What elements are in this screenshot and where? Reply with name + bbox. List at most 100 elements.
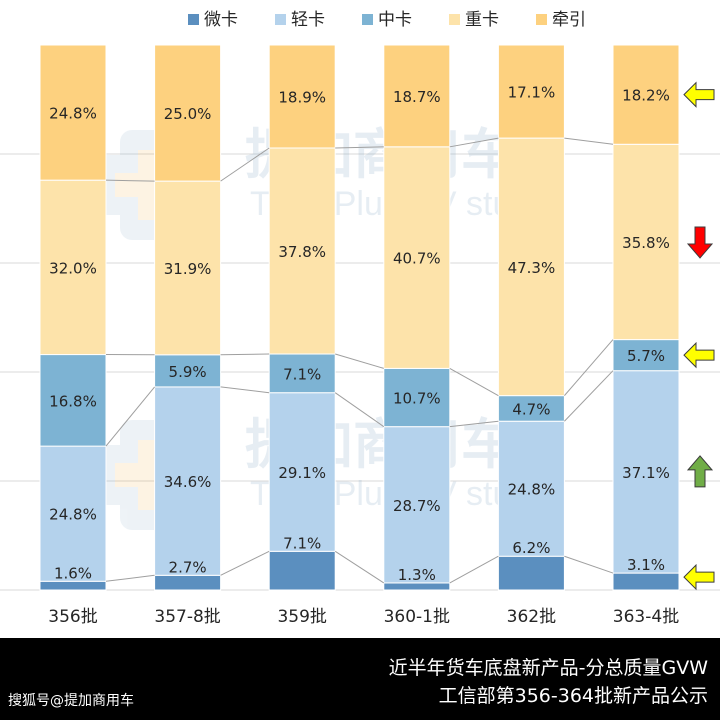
bar-segment <box>612 44 680 145</box>
trend-arrow-left-icon <box>683 563 715 591</box>
bar-segment <box>154 44 222 182</box>
bar-segment <box>497 395 565 422</box>
data-label: 1.3% <box>398 566 436 584</box>
footer-source: 搜狐号@提加商用车 <box>8 693 134 709</box>
connector-line <box>220 386 270 394</box>
stacked-bar-chart: 提加商用车TruckPlus CV studio提加商用车TruckPlus C… <box>0 10 720 627</box>
bar-segment <box>39 445 107 582</box>
data-label: 5.7% <box>627 347 665 365</box>
legend-label: 牵引 <box>552 10 586 30</box>
bar-segment <box>39 354 107 447</box>
legend-swatch <box>362 14 373 25</box>
legend-label: 中卡 <box>378 10 412 30</box>
bar-segment <box>154 574 222 591</box>
bar-segment <box>154 354 222 388</box>
footer-subtitle: 工信部第356-364批新产品公示 <box>438 685 708 707</box>
x-tick-label: 362批 <box>507 607 556 627</box>
legend-swatch <box>275 14 286 25</box>
data-label: 47.3% <box>508 259 556 277</box>
data-label: 4.7% <box>512 400 550 418</box>
bar-segment <box>383 582 451 591</box>
connector-line <box>220 353 270 356</box>
data-label: 7.1% <box>283 365 321 383</box>
connector-line <box>335 353 384 369</box>
bar-segment <box>39 580 107 591</box>
data-label: 24.8% <box>508 481 556 499</box>
bar-segment <box>39 179 107 356</box>
bar-segment <box>268 392 336 552</box>
legend-label: 轻卡 <box>291 10 325 30</box>
data-label: 2.7% <box>169 558 207 576</box>
data-label: 24.8% <box>49 105 97 123</box>
data-label: 5.9% <box>169 363 207 381</box>
data-label: 31.9% <box>164 260 212 278</box>
x-tick-label: 359批 <box>277 607 326 627</box>
bar-segment <box>383 44 451 148</box>
data-label: 29.1% <box>278 464 326 482</box>
connector-line <box>564 339 614 396</box>
connector-line <box>564 370 614 422</box>
legend-swatch <box>536 14 547 25</box>
data-label: 37.8% <box>278 243 326 261</box>
gridlines <box>0 153 720 591</box>
x-tick-label: 356批 <box>48 607 97 627</box>
data-label: 7.1% <box>283 534 321 552</box>
connector-line <box>449 420 499 428</box>
connector-line <box>334 392 385 428</box>
bar-segment <box>612 143 680 341</box>
data-label: 40.7% <box>393 250 441 268</box>
legend-swatch <box>449 14 460 25</box>
bar-segment <box>383 426 451 584</box>
x-axis-ticks: 356批 357-8批 359批 360-1批 362批 363-4批 <box>48 607 679 627</box>
bar-segment <box>497 44 565 139</box>
legend-swatch <box>188 14 199 25</box>
trend-arrow-up-icon <box>686 455 714 488</box>
connector-line <box>449 367 499 397</box>
bar-segment <box>497 420 565 557</box>
x-tick-label: 360-1批 <box>384 607 450 627</box>
data-label: 18.7% <box>393 88 441 106</box>
data-label: 6.2% <box>512 539 550 557</box>
connector-line <box>564 555 614 574</box>
bar-segment <box>268 44 336 149</box>
bar-segment <box>383 367 451 428</box>
data-label: 25.0% <box>164 105 212 123</box>
data-label: 18.9% <box>278 89 326 107</box>
trend-arrow-left-icon <box>683 341 715 369</box>
connector-line <box>220 147 270 182</box>
data-label: 17.1% <box>508 84 556 102</box>
trend-arrow-down-icon <box>686 226 714 259</box>
bar-segment <box>612 370 680 574</box>
trend-markers <box>683 81 715 591</box>
legend-label: 微卡 <box>204 10 238 30</box>
connector-line <box>449 137 499 148</box>
data-label: 10.7% <box>393 390 441 408</box>
footer-bar: 近半年货车底盘新产品-分总质量GVW 工信部第356-364批新产品公示 搜狐号… <box>0 638 720 720</box>
data-label: 24.8% <box>49 506 97 524</box>
data-label: 1.6% <box>54 564 92 582</box>
data-label: 28.7% <box>393 497 441 515</box>
connector-line <box>105 179 155 182</box>
bar-segment <box>154 386 222 576</box>
trend-arrow-left-icon <box>683 81 715 108</box>
data-label: 35.8% <box>622 234 670 252</box>
connector-lines <box>105 137 614 584</box>
legend-label: 重卡 <box>465 10 499 30</box>
data-label: 32.0% <box>49 259 97 277</box>
bar-segment <box>268 147 336 355</box>
bar-segment <box>612 572 680 591</box>
data-label: 18.2% <box>622 87 670 105</box>
bars-group <box>39 44 680 591</box>
connector-line <box>105 574 155 582</box>
bar-segment <box>268 550 336 591</box>
bar-segment <box>497 555 565 591</box>
connector-line <box>335 146 384 149</box>
data-label: 37.1% <box>622 464 670 482</box>
x-tick-label: 357-8批 <box>154 607 220 627</box>
connector-line <box>564 137 614 145</box>
data-label: 3.1% <box>627 556 665 574</box>
connector-line <box>220 550 270 576</box>
footer-title: 近半年货车底盘新产品-分总质量GVW <box>388 657 708 679</box>
x-tick-label: 363-4批 <box>613 607 679 627</box>
